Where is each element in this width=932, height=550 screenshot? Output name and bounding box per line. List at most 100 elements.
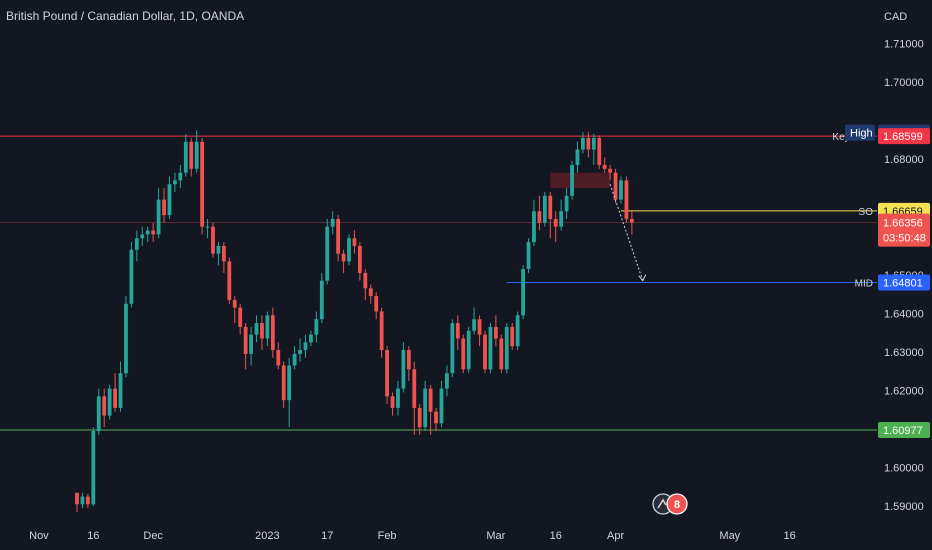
x-tick-label: 2023 bbox=[255, 530, 279, 542]
candle-body bbox=[178, 172, 183, 181]
x-tick-label: 17 bbox=[321, 530, 333, 542]
level-price-tag-support-bg bbox=[878, 421, 930, 438]
projection-line bbox=[609, 184, 644, 281]
candle-body bbox=[189, 141, 194, 169]
candle-body bbox=[134, 238, 139, 250]
candle-body bbox=[243, 326, 248, 354]
y-tick-label: 1.60000 bbox=[884, 463, 924, 475]
candle-body bbox=[118, 373, 123, 408]
candle-body bbox=[624, 180, 629, 219]
price-tags: High1.686641.685991.666591.648011.609771… bbox=[845, 124, 930, 438]
candle-body bbox=[287, 365, 292, 401]
candle-body bbox=[216, 245, 221, 254]
candle-body bbox=[455, 323, 460, 339]
x-tick-label: Mar bbox=[486, 530, 505, 542]
level-price-tag-key: 1.68599 bbox=[883, 131, 923, 143]
candle-body bbox=[194, 141, 199, 169]
candle-body bbox=[629, 218, 634, 223]
candle-body bbox=[575, 149, 580, 165]
candle-body bbox=[472, 319, 477, 331]
candle-body bbox=[461, 338, 466, 370]
candle-body bbox=[102, 396, 107, 416]
candle-body bbox=[319, 280, 324, 320]
candle-body bbox=[260, 323, 264, 339]
candle-body bbox=[532, 211, 536, 243]
candle-body bbox=[368, 288, 373, 297]
y-tick-label: 1.59000 bbox=[884, 501, 924, 513]
candle-body bbox=[608, 168, 613, 173]
candle-body bbox=[374, 296, 379, 312]
candle-body bbox=[113, 388, 117, 408]
candle-body bbox=[167, 184, 172, 216]
x-tick-label: 16 bbox=[784, 530, 796, 542]
candle-body bbox=[493, 326, 498, 339]
candle-body bbox=[96, 396, 101, 432]
candle-body bbox=[91, 431, 96, 505]
candle-body bbox=[221, 245, 226, 262]
level-price-tag-mid: 1.64801 bbox=[883, 278, 923, 290]
candle-body bbox=[173, 180, 177, 185]
supply-zone-rect bbox=[550, 172, 611, 189]
candle-body bbox=[597, 137, 602, 165]
candle-body bbox=[537, 211, 542, 223]
candle-body bbox=[211, 226, 215, 254]
candle-body bbox=[385, 350, 389, 397]
candle-body bbox=[341, 253, 346, 262]
x-tick-label: Nov bbox=[29, 530, 49, 542]
candle-body bbox=[619, 180, 623, 200]
candle-body bbox=[570, 164, 574, 196]
candle-body bbox=[200, 141, 205, 227]
candle-body bbox=[347, 238, 351, 262]
candle-body bbox=[270, 315, 275, 351]
y-tick-label: 1.68000 bbox=[884, 154, 924, 166]
candle-body bbox=[559, 211, 564, 227]
candle-body bbox=[107, 388, 112, 416]
candle-body bbox=[124, 303, 128, 374]
candle-body bbox=[423, 388, 428, 428]
candle-body bbox=[254, 323, 259, 335]
candle-body bbox=[352, 238, 357, 246]
candle-body bbox=[412, 369, 417, 408]
candle-body bbox=[477, 319, 482, 335]
y-tick-label: 1.70000 bbox=[884, 77, 924, 89]
candle-body bbox=[591, 137, 596, 150]
candle-body bbox=[330, 218, 335, 227]
candles bbox=[75, 130, 634, 512]
level-price-tag-support: 1.60977 bbox=[883, 425, 923, 437]
level-label-mid: MID bbox=[855, 279, 873, 290]
x-tick-label: 16 bbox=[550, 530, 562, 542]
chart-title: British Pound / Canadian Dollar, 1D, OAN… bbox=[6, 9, 245, 23]
y-tick-label: 1.62000 bbox=[884, 386, 924, 398]
x-tick-label: May bbox=[719, 530, 740, 542]
candle-body bbox=[336, 218, 341, 254]
candle-body bbox=[325, 226, 330, 281]
candle-body bbox=[450, 323, 455, 374]
time-axis[interactable]: Nov 16 Dec 2023 17 Feb Mar 16 Apr May 16 bbox=[29, 530, 796, 542]
candle-body bbox=[151, 230, 156, 235]
projection-arrowhead bbox=[638, 274, 647, 282]
candle-body bbox=[613, 172, 618, 200]
candle-body bbox=[602, 164, 607, 169]
candle-body bbox=[281, 365, 286, 401]
candle-body bbox=[309, 334, 313, 343]
last-price-tag-bg bbox=[878, 213, 930, 247]
supply-zone bbox=[550, 172, 611, 189]
candle-body bbox=[298, 350, 302, 354]
candle-body bbox=[390, 396, 395, 408]
level-price-tag-key-bg bbox=[878, 128, 930, 145]
candle-body bbox=[232, 299, 237, 308]
currency-label: CAD bbox=[884, 11, 907, 23]
y-tick-label: 1.64000 bbox=[884, 308, 924, 320]
candle-body bbox=[526, 242, 531, 270]
x-tick-label: 16 bbox=[87, 530, 99, 542]
candle-body bbox=[265, 315, 270, 339]
high-label: High bbox=[850, 128, 873, 140]
candle-body bbox=[542, 195, 547, 223]
candle-body bbox=[357, 245, 362, 273]
x-tick-label: Dec bbox=[143, 530, 163, 542]
svg-text:8: 8 bbox=[674, 499, 680, 511]
candle-body bbox=[303, 342, 308, 351]
candle-body bbox=[417, 407, 422, 428]
